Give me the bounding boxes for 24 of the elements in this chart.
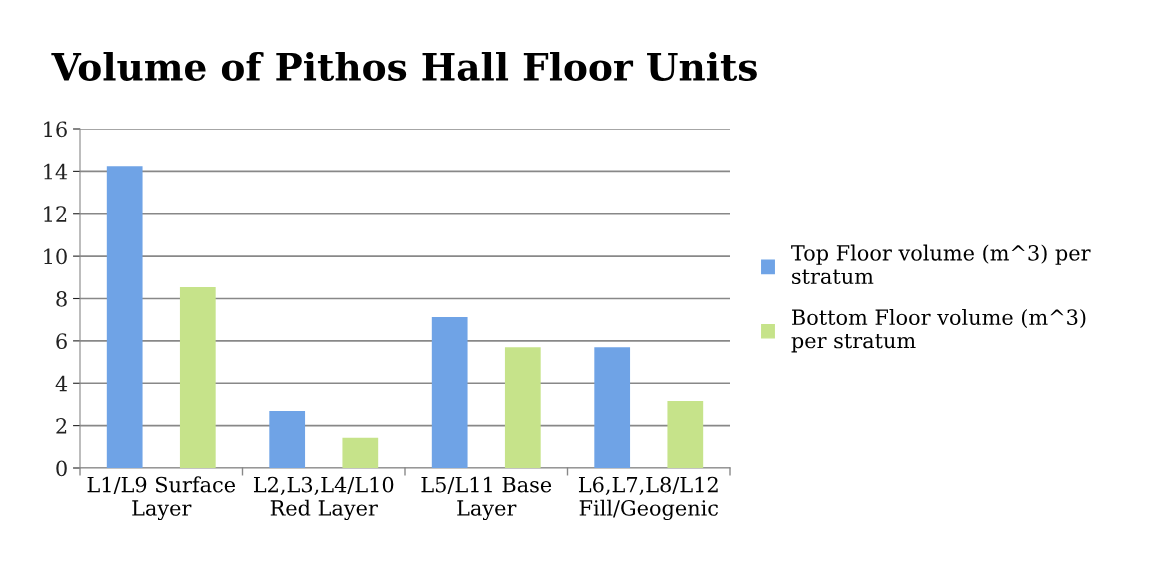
bar [431, 316, 468, 468]
x-tick-label: L6,L7,L8/L12 Fill/Geogenic [578, 476, 718, 521]
bar [667, 401, 704, 468]
x-tick-label: L1/L9 Surface Layer [87, 476, 236, 521]
bar [179, 287, 216, 468]
y-tick-label: 4 [55, 375, 68, 392]
bar [106, 166, 143, 468]
y-tick-label: 12 [44, 206, 67, 222]
y-tick-label: 8 [56, 290, 67, 307]
y-tick-label: 6 [56, 333, 67, 350]
chart-title: Volume of Pithos Hall Floor Units [51, 51, 757, 81]
legend-label: Bottom Floor volume (m^3) per stratum [791, 308, 1086, 353]
bar [504, 347, 541, 468]
y-tick-label: 16 [44, 121, 67, 138]
y-tick-label: 14 [44, 163, 68, 180]
bar [594, 347, 631, 468]
x-tick-label: L5/L11 Base Layer [421, 476, 552, 521]
bar [342, 437, 379, 468]
y-tick-label: 10 [44, 248, 67, 265]
bar [269, 411, 306, 468]
legend-label: Top Floor volume (m^3) per stratum [791, 244, 1091, 285]
y-tick-label: 2 [56, 418, 67, 434]
y-tick-label: 0 [56, 460, 67, 477]
x-tick-label: L2,L3,L4/L10 Red Layer [253, 476, 394, 521]
